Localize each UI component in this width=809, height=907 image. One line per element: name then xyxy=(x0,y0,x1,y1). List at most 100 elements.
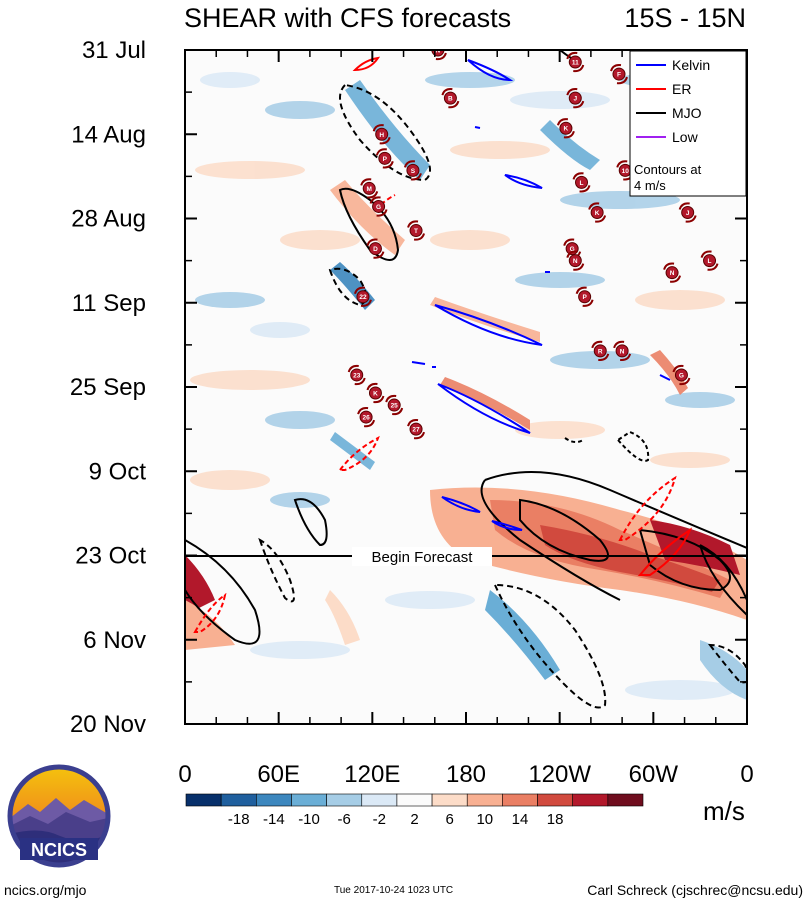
colorbar-swatch xyxy=(572,793,609,807)
storm-id: P xyxy=(383,156,388,163)
storm-marker: 27 xyxy=(407,419,426,440)
storm-marker: M xyxy=(360,178,379,199)
storm-marker: D xyxy=(366,238,385,259)
storm-marker: N xyxy=(613,340,632,362)
y-tick-label: 28 Aug xyxy=(71,206,146,233)
x-tick-label: 60W xyxy=(629,761,679,788)
storm-marker: J xyxy=(566,88,585,109)
storm-id: N xyxy=(620,348,625,355)
storm-id: T xyxy=(414,228,418,235)
colorbar-label: -6 xyxy=(338,811,351,828)
legend-label: Kelvin xyxy=(672,57,710,73)
storm-marker: P xyxy=(575,286,594,307)
storm-id: F xyxy=(617,72,621,79)
y-axis: 31 Jul 14 Aug 28 Aug 11 Sep 25 Sep 9 Oct 23 Oc… xyxy=(70,37,747,738)
colorbar-swatch xyxy=(291,793,327,807)
x-tick-label: 120E xyxy=(344,761,400,788)
footer-timestamp: Tue 2017-10-24 1023 UTC xyxy=(334,885,454,896)
storm-id: N xyxy=(573,258,578,265)
storm-marker: 26 xyxy=(357,406,376,428)
x-tick-label: 0 xyxy=(740,761,753,788)
legend: Kelvin ER MJO Low Contours at 4 m/s xyxy=(629,50,747,197)
storm-marker: T xyxy=(407,220,426,241)
contour-note-line2: 4 m/s xyxy=(634,178,666,193)
storm-marker: 23 xyxy=(347,364,366,386)
storm-marker: B xyxy=(441,88,460,109)
storm-id: G xyxy=(679,372,684,379)
storm-id: S xyxy=(411,168,416,175)
y-tick-label: 23 Oct xyxy=(75,543,146,570)
colorbar-label: 2 xyxy=(410,811,418,828)
storm-marker: K xyxy=(588,202,607,223)
storm-id: 26 xyxy=(362,415,370,422)
storm-id: G xyxy=(570,246,575,253)
storm-id: 22 xyxy=(359,294,367,301)
footer-url[interactable]: ncics.org/mjo xyxy=(4,882,87,898)
storm-marker: K xyxy=(556,118,575,139)
storm-id: 11 xyxy=(572,60,579,67)
mjo-contours xyxy=(185,50,747,709)
storm-id: R xyxy=(598,348,603,355)
colorbar-swatch xyxy=(466,793,503,807)
storm-marker: R xyxy=(591,340,610,362)
colorbar-swatch xyxy=(502,793,538,807)
y-tick-label: 25 Sep xyxy=(70,374,146,401)
x-tick-label: 60E xyxy=(257,761,300,788)
colorbar-label: 18 xyxy=(547,811,564,828)
storm-id: 27 xyxy=(412,427,420,434)
colorbar-label: -2 xyxy=(373,811,386,828)
storm-marker: K xyxy=(366,382,385,404)
colorbar-swatch xyxy=(220,793,257,807)
storm-marker: L xyxy=(572,172,591,193)
y-tick-label: 14 Aug xyxy=(71,121,146,148)
colorbar-swatch xyxy=(185,793,222,807)
storm-id: G xyxy=(376,204,381,211)
colorbar-swatch xyxy=(431,793,468,807)
units-label: m/s xyxy=(703,796,745,826)
legend-label: Low xyxy=(672,129,699,145)
storm-id: K xyxy=(564,126,569,133)
storm-marker: 22 xyxy=(354,286,372,307)
storm-marker: F xyxy=(610,63,628,85)
forecast-label: Begin Forecast xyxy=(372,549,474,566)
storm-id: L xyxy=(708,258,712,265)
colorbar-label: -18 xyxy=(228,811,250,828)
colorbar-swatch xyxy=(326,793,363,807)
storm-id: H xyxy=(379,132,384,139)
storm-marker: P xyxy=(375,148,394,169)
storm-marker: 11 xyxy=(566,51,585,73)
colorbar-label: -10 xyxy=(298,811,320,828)
colorbar-label: 6 xyxy=(445,811,453,828)
storm-id: L xyxy=(580,180,584,187)
ncics-logo: NCICS xyxy=(7,764,111,868)
y-tick-label: 31 Jul xyxy=(82,37,146,64)
colorbar-swatch xyxy=(256,793,292,807)
storm-marker: 25 xyxy=(385,394,404,416)
colorbar-label: 10 xyxy=(476,811,493,828)
storm-id: 25 xyxy=(391,403,399,410)
forecast-label-bg xyxy=(352,547,492,566)
legend-label: MJO xyxy=(672,105,702,121)
storm-id: K xyxy=(595,210,600,217)
storm-markers: N11FBJKHPS10LIMGKJTDGNLN22PRN23GK252627 xyxy=(347,50,719,440)
x-tick-label: 120W xyxy=(528,761,591,788)
storm-marker: G xyxy=(672,364,691,386)
colorbar-label: -14 xyxy=(263,811,285,828)
contour-note-line1: Contours at xyxy=(634,162,702,177)
logo-text: NCICS xyxy=(31,840,87,860)
colorbar-swatch xyxy=(607,793,644,807)
region-label: 15S - 15N xyxy=(624,3,746,33)
hovmoller-figure: SHEAR with CFS forecasts 15S - 15N xyxy=(7,3,754,868)
storm-id: 10 xyxy=(622,168,630,175)
storm-marker: S xyxy=(403,160,422,181)
chart-title: SHEAR with CFS forecasts xyxy=(184,3,511,33)
y-tick-label: 20 Nov xyxy=(70,711,146,738)
footer-credit: Carl Schreck (cjschrec@ncsu.edu) xyxy=(587,882,803,898)
legend-label: ER xyxy=(672,81,691,97)
storm-id: 23 xyxy=(353,372,361,379)
colorbar-swatch xyxy=(537,793,573,807)
storm-marker: N xyxy=(663,262,682,283)
storm-id: J xyxy=(573,96,577,103)
x-axis: 0 60E 120E 180 120W 60W 0 xyxy=(178,50,754,788)
storm-id: K xyxy=(373,391,378,398)
